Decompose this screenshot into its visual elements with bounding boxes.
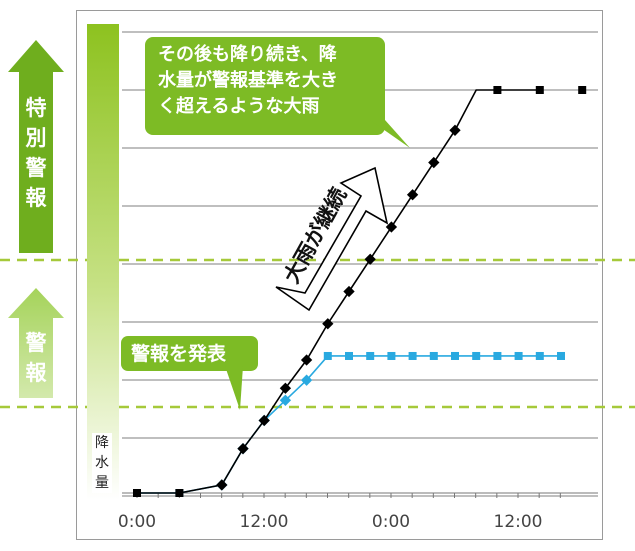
data-point [323, 351, 332, 360]
data-point [406, 189, 419, 201]
data-point [322, 318, 334, 330]
heavy-rain-callout [145, 37, 410, 148]
data-point [493, 351, 502, 360]
heavy-rain-callout-text: その後も降り続き、降 水量が警報基準を大き く超えるような大雨 [158, 44, 338, 117]
data-point [237, 443, 249, 455]
data-point [387, 351, 396, 360]
data-point [535, 351, 544, 360]
data-point [175, 489, 184, 497]
y-axis-label: 降水量 [92, 433, 112, 493]
data-point [408, 351, 417, 360]
warning-issued-callout [121, 336, 258, 410]
data-point [133, 489, 141, 497]
data-point [535, 86, 544, 94]
special-warning-text: 特別警報 [25, 96, 47, 210]
series-line [137, 89, 540, 494]
x-tick-label: 0:00 [117, 512, 157, 532]
data-point [578, 86, 587, 94]
series [133, 86, 587, 497]
data-point [279, 394, 292, 406]
special-warning-label: 特別警報 [21, 93, 51, 213]
data-point [429, 351, 438, 360]
data-point [258, 414, 270, 427]
special-warning-arrow [8, 40, 64, 253]
warning-label: 警報 [21, 328, 51, 388]
warning-text: 警報 [25, 331, 47, 385]
data-point [557, 351, 565, 360]
data-point [300, 374, 313, 386]
data-point [514, 351, 523, 360]
data-point [428, 156, 440, 169]
x-tick-label: 0:00 [371, 512, 411, 532]
rainfall-scale-bar [87, 24, 119, 500]
series-line [137, 355, 561, 494]
heavy-rain-continues-band [275, 166, 389, 312]
data-point [366, 351, 375, 360]
x-tick-label: 12:00 [493, 512, 543, 532]
x-axis [122, 492, 598, 498]
data-point [449, 124, 461, 136]
warning-arrow [8, 288, 64, 398]
data-point [300, 354, 313, 366]
x-tick-label: 12:00 [239, 512, 289, 532]
data-point [345, 351, 353, 360]
data-point [343, 285, 355, 298]
data-point [493, 86, 502, 94]
data-point [279, 382, 292, 394]
data-point [472, 351, 481, 360]
data-point [451, 351, 459, 360]
data-point [385, 221, 398, 233]
warning-issued-callout-text: 警報を発表 [131, 343, 227, 365]
data-point [216, 479, 228, 491]
data-point [364, 253, 376, 265]
